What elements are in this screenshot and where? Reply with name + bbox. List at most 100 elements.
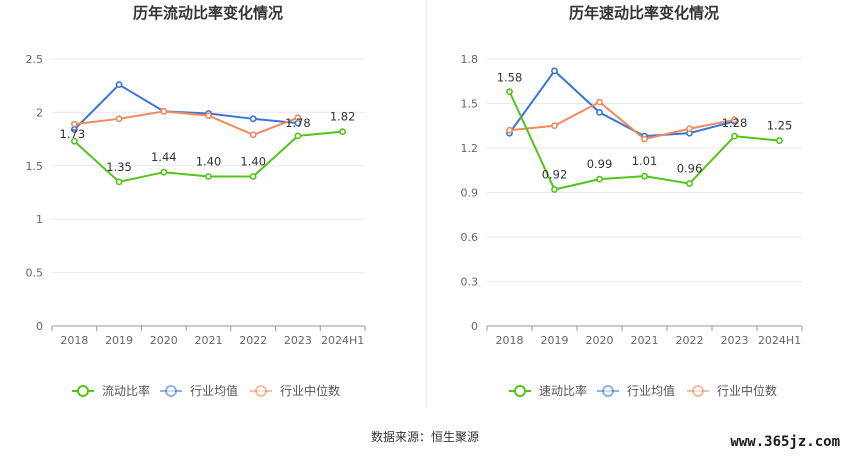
x-tick-label: 2021 [195, 334, 223, 347]
data-point [249, 173, 257, 180]
legend-label: 流动比率 [102, 383, 150, 398]
data-point [115, 81, 123, 89]
y-tick-label: 0 [36, 320, 43, 333]
data-point [115, 115, 123, 123]
data-point [596, 175, 603, 183]
x-tick-label: 2023 [284, 334, 312, 347]
series-3 [506, 98, 738, 143]
data-label: 1.40 [240, 154, 266, 168]
x-tick-label: 2018 [496, 334, 524, 347]
y-tick-label: 2.5 [26, 53, 44, 66]
data-point [506, 88, 513, 96]
series-2 [70, 81, 302, 133]
data-point [731, 132, 738, 140]
legend-marker [165, 385, 177, 397]
y-tick-label: 0.5 [26, 267, 44, 280]
data-point [205, 173, 212, 180]
legend-label: 行业均值 [190, 383, 238, 398]
data-point [70, 120, 78, 128]
data-point [249, 115, 257, 123]
y-tick-label: 1 [36, 213, 43, 226]
data-point [731, 116, 738, 124]
data-label: 0.96 [677, 162, 703, 176]
y-tick-label: 1.2 [461, 142, 479, 155]
series-1: 1.73 1.35 1.44 1.40 1.40 1.78 1.82 [60, 110, 356, 186]
data-point [686, 125, 693, 133]
legend-item-2: 行业均值 [160, 383, 238, 398]
legend-marker [692, 385, 704, 397]
legend-marker [77, 385, 89, 397]
y-tick-label: 1.5 [26, 160, 44, 173]
x-tick-label: 2022 [239, 334, 267, 347]
x-tick-label: 2021 [631, 334, 659, 347]
data-point [115, 178, 123, 186]
data-point [294, 114, 302, 122]
series-line [73, 83, 299, 131]
y-tick-label: 0.6 [461, 231, 479, 244]
x-tick-label: 2019 [541, 334, 569, 347]
data-point [686, 180, 693, 187]
data-point [205, 112, 212, 120]
x-tick-label: 2024H1 [321, 334, 364, 347]
legend-marker [514, 385, 526, 397]
series-line [74, 110, 299, 136]
legend-item-1: 流动比率 [72, 383, 150, 398]
series-3 [70, 107, 302, 139]
legend-item-2: 行业均值 [597, 383, 675, 398]
data-label: 0.99 [587, 157, 613, 171]
data-point [596, 98, 603, 106]
legend-item-3: 行业中位数 [250, 383, 340, 398]
data-label: 1.78 [285, 116, 311, 130]
data-point [339, 128, 347, 136]
series-line [508, 69, 735, 138]
data-label: 1.44 [151, 150, 177, 164]
data-point [160, 168, 168, 176]
legend-label: 行业中位数 [280, 383, 340, 398]
data-label: 1.28 [722, 116, 748, 130]
chart-panel-1: 历年流动比率变化情况 0 0.5 1 1.5 2 2.5 2018 2019 2020 2021 20… [26, 4, 366, 398]
data-label: 1.82 [330, 110, 356, 124]
x-tick-label: 2022 [676, 334, 704, 347]
data-source-note: 数据来源：恒生聚源 [370, 430, 479, 444]
data-label: 0.92 [542, 168, 568, 182]
legend-item-1: 速动比率 [509, 383, 587, 398]
data-label: 1.58 [497, 71, 523, 85]
x-tick-label: 2020 [586, 334, 614, 347]
x-tick-label: 2020 [150, 334, 178, 347]
legend-marker [602, 385, 614, 397]
y-tick-label: 1.5 [461, 98, 479, 111]
data-point [506, 126, 513, 134]
legend-item-3: 行业中位数 [687, 383, 777, 398]
data-point [249, 131, 257, 139]
data-point [551, 186, 558, 193]
data-point [641, 135, 648, 143]
panel-divider [426, 0, 427, 408]
data-point [160, 107, 168, 115]
x-tick-label: 2019 [105, 334, 133, 347]
y-tick-label: 0.9 [461, 187, 479, 200]
y-tick-label: 0 [471, 320, 478, 333]
data-label: 1.01 [632, 154, 658, 168]
data-point [551, 122, 558, 130]
legend-marker [255, 385, 267, 397]
x-tick-label: 2018 [60, 334, 88, 347]
data-label: 1.35 [106, 160, 132, 174]
legend-label: 行业中位数 [717, 383, 777, 398]
data-point [596, 109, 603, 116]
data-point [70, 137, 78, 145]
series-1: 1.58 0.92 0.99 1.01 0.96 1.28 1.25 [497, 71, 793, 193]
legend-label: 速动比率 [539, 383, 587, 398]
data-label: 1.73 [60, 127, 86, 141]
data-label: 1.25 [767, 119, 793, 133]
chart-panel-2: 历年速动比率变化情况 0 0.3 0.6 0.9 1.2 1.5 1.8 2018 2019 202… [461, 4, 803, 398]
data-point [551, 67, 558, 75]
data-point [776, 137, 783, 144]
data-label: 1.40 [196, 154, 222, 168]
data-point [294, 132, 302, 140]
series-line [509, 100, 735, 141]
watermark: www.365jz.com [730, 434, 840, 450]
y-tick-label: 0.3 [461, 276, 479, 289]
chart-title: 历年速动比率变化情况 [569, 4, 719, 22]
y-tick-label: 2 [36, 106, 43, 119]
data-point [641, 172, 648, 180]
